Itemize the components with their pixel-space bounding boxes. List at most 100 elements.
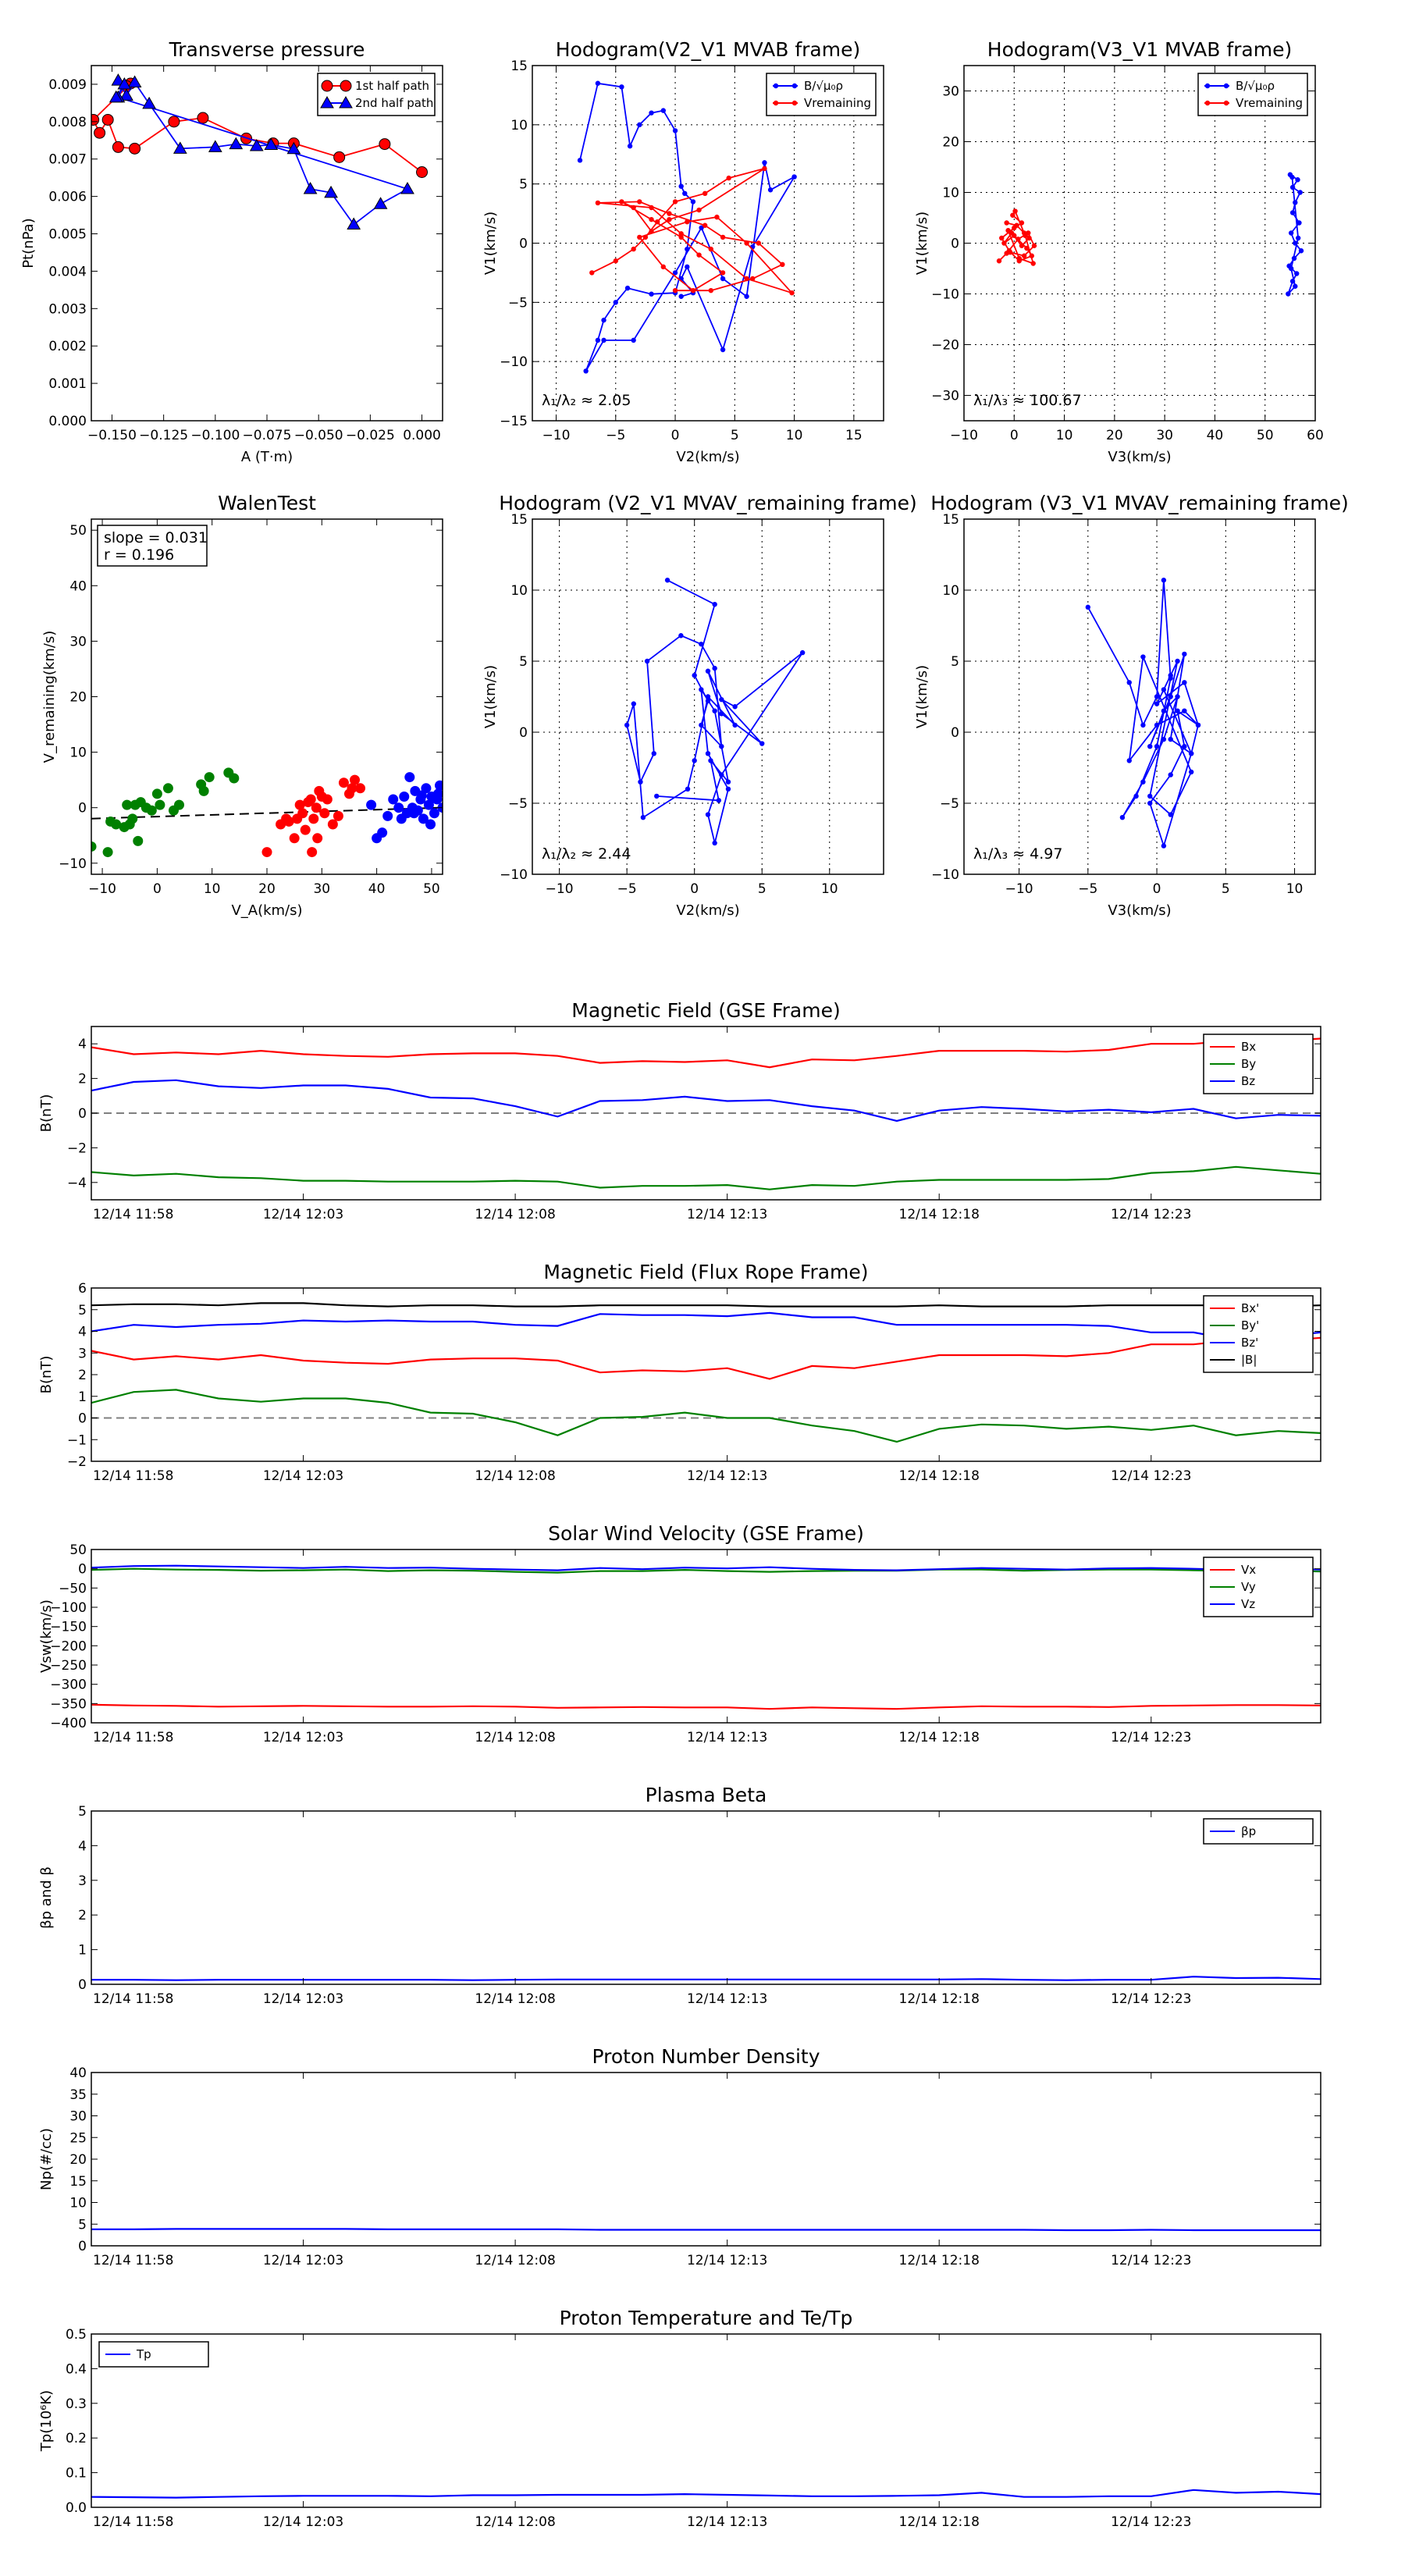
eigenvalue-ratio: λ₁/λ₃ ≈ 4.97 [973, 845, 1062, 863]
series-0-point [1175, 694, 1180, 699]
series-1-point [289, 833, 300, 844]
legend-label: Vz [1241, 1597, 1255, 1611]
y-tick-label: 50 [69, 1542, 87, 1558]
x-tick-label: 12/14 12:08 [475, 1207, 555, 1222]
series-1-point [327, 819, 338, 830]
series-0-point [1161, 708, 1167, 713]
series-vremaining-point [720, 234, 726, 240]
y-tick-label: 0.2 [66, 2431, 87, 2446]
series-vremaining-point [649, 229, 654, 234]
y-tick-label: 15 [942, 512, 959, 528]
x-tick-label: 12/14 12:08 [475, 2253, 555, 2268]
x-tick-label: 12/14 11:58 [93, 2514, 173, 2530]
y-tick-label: 0.4 [66, 2361, 87, 2377]
plot-area [624, 578, 806, 846]
chart-proton-number-density: 0 5 10 15 20 25 30 35 40 12/14 11:58 12/14 12:03 12… [38, 2045, 1321, 2268]
series-0-point [1147, 800, 1153, 806]
x-tick-label: 5 [731, 428, 739, 443]
chart-title: WalenTest [218, 492, 316, 514]
series-b--point [1289, 184, 1296, 190]
series-2nd-half-path-point [249, 138, 264, 151]
y-tick-label: 0.001 [48, 376, 87, 392]
series-b--point [1288, 265, 1294, 272]
legend: Tp [98, 2341, 209, 2368]
chart-title: Hodogram (V2_V1 MVAV_remaining frame) [499, 492, 917, 514]
series-0-point [705, 751, 711, 756]
series-vremaining-point [696, 207, 702, 213]
plot-area [91, 2489, 1321, 2499]
series-vremaining-point [685, 219, 690, 225]
series-2-point [382, 810, 393, 821]
eigenvalue-ratio: λ₁/λ₃ ≈ 100.67 [973, 392, 1082, 409]
series-0-point [151, 788, 162, 799]
series-1-point [297, 808, 308, 819]
series-0-point [712, 708, 717, 713]
legend: βp [1203, 1818, 1314, 1845]
series-tp-line [91, 2489, 1321, 2499]
series-vremaining-point [1019, 220, 1025, 226]
x-tick-label: 12/14 12:23 [1111, 1991, 1191, 2007]
series-2nd-half-path-point [229, 137, 244, 150]
y-tick-label: 0.002 [48, 339, 87, 354]
series-0-point [1161, 843, 1167, 849]
series-0-point [91, 841, 97, 852]
series-2-point [388, 794, 399, 805]
series-vremaining-point [756, 240, 762, 246]
series-1st-half-path-point [94, 126, 106, 139]
y-tick-label: 4 [78, 1838, 87, 1854]
y-tick-label: 15 [510, 59, 528, 74]
series--p-line [91, 1976, 1321, 1981]
series-2nd-half-path-point [373, 197, 388, 209]
x-tick-label: 12/14 11:58 [93, 1207, 173, 1222]
y-tick-label: 0.3 [66, 2396, 87, 2412]
y-tick-label: 50 [69, 523, 87, 539]
axes-frame [91, 65, 443, 422]
chart-solar-wind-velocity: −400 −350 −300 −250 −200 −150 −100 −50 0 50 12/14 … [38, 1522, 1321, 1745]
x-tick-label: 0 [153, 881, 162, 897]
series-1st-half-path-point [112, 141, 124, 153]
y-tick-label: 2 [78, 1908, 87, 1923]
chart-proton-temperature: 0.0 0.1 0.2 0.3 0.4 0.5 12/14 11:58 12/14 12:03… [38, 2307, 1321, 2530]
series-vremaining-point [1029, 253, 1034, 258]
y-tick-label: −1 [67, 1432, 87, 1448]
series-2nd-half-path-point [208, 140, 222, 152]
x-tick-label: 12/14 12:08 [475, 2514, 555, 2530]
series-0-point [725, 779, 731, 785]
x-tick-label: 12/14 12:13 [687, 1468, 767, 1484]
legend-label: B/√μ₀ρ [804, 79, 843, 93]
series-b--point [744, 294, 749, 299]
x-tick-label: 5 [758, 881, 767, 897]
x-tick-label: 40 [1207, 428, 1224, 443]
x-tick-label: 12/14 12:23 [1111, 1207, 1191, 1222]
series-b--point [624, 285, 631, 291]
series-vremaining-point [1001, 240, 1007, 246]
series-vremaining-point [660, 264, 666, 270]
series-0-point [1182, 651, 1187, 657]
series-vremaining-point [637, 199, 642, 205]
series-1st-half-path-point [416, 166, 429, 178]
legend-label: 2nd half path [355, 96, 433, 110]
series-0-point [1182, 680, 1187, 685]
series-0-point [712, 602, 717, 607]
x-tick-label: 12/14 12:18 [899, 2253, 980, 2268]
series-vremaining-point [589, 270, 595, 276]
y-tick-label: 10 [510, 583, 528, 599]
x-tick-label: 12/14 12:23 [1111, 2514, 1191, 2530]
series-vremaining-point [996, 258, 1002, 264]
legend-label: Vy [1241, 1580, 1256, 1594]
series-vremaining-point [637, 234, 642, 240]
series-0-point [732, 704, 738, 710]
y-tick-label: 20 [942, 135, 959, 151]
y-tick-label: 30 [69, 634, 87, 649]
series-b--point [678, 294, 684, 299]
y-tick-label: −50 [59, 1581, 87, 1596]
series-vremaining-point [714, 214, 720, 220]
series-0-point [719, 772, 724, 777]
series-1-point [319, 808, 330, 819]
series-0-point [678, 633, 684, 639]
series-vremaining-point [1012, 225, 1017, 231]
series-b--point [685, 246, 690, 252]
y-tick-label: 0 [951, 237, 959, 252]
series-2-point [416, 790, 427, 801]
